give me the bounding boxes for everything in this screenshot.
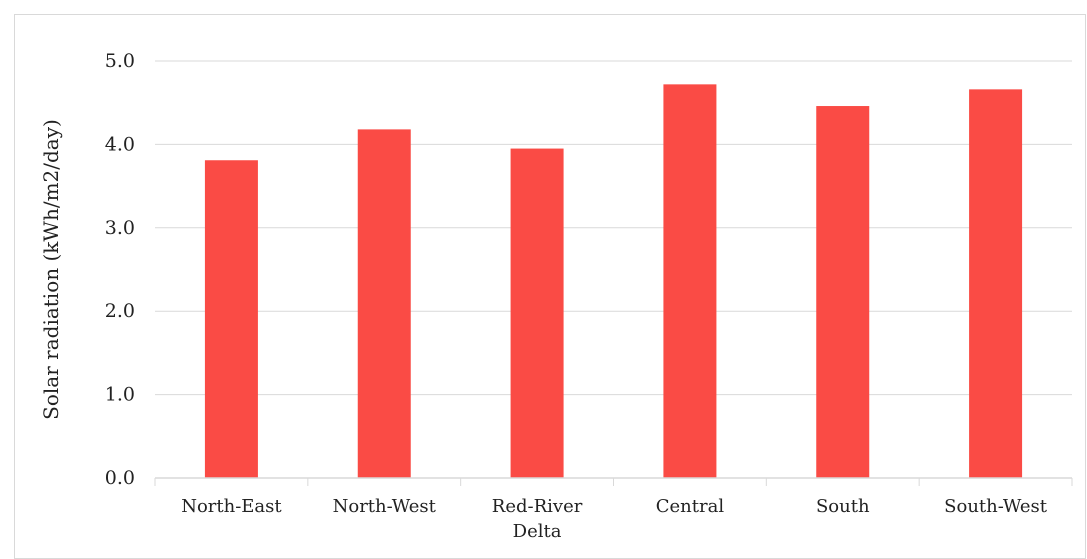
x-tick-label: North-East	[181, 496, 282, 517]
x-tick-label: South	[816, 496, 870, 517]
y-tick-label: 4.0	[105, 133, 135, 155]
bar	[357, 129, 411, 478]
x-tick-label: South-West	[944, 496, 1048, 517]
bar	[816, 106, 870, 478]
bar	[510, 148, 564, 478]
bar	[663, 84, 717, 479]
gridlines	[155, 60, 1072, 396]
x-tick-label: Central	[656, 496, 725, 517]
y-tick-labels: 0.0 1.0 2.0 3.0 4.0 5.0	[105, 50, 135, 489]
x-tick-label: Red-River Delta	[492, 496, 583, 542]
y-tick-label: 0.0	[105, 467, 135, 489]
bar	[969, 89, 1023, 478]
x-tick-labels: North-East North-West Red-River Delta Centra…	[154, 478, 1073, 542]
bars	[204, 84, 1023, 479]
y-axis-title: Solar radiation (kWh/m2/day)	[39, 119, 63, 420]
y-tick-label: 2.0	[105, 300, 135, 322]
y-tick-label: 3.0	[105, 217, 135, 239]
y-tick-label: 5.0	[105, 50, 135, 72]
bar	[204, 160, 258, 478]
y-tick-label: 1.0	[105, 384, 135, 406]
x-tick-label: North-West	[333, 496, 437, 517]
